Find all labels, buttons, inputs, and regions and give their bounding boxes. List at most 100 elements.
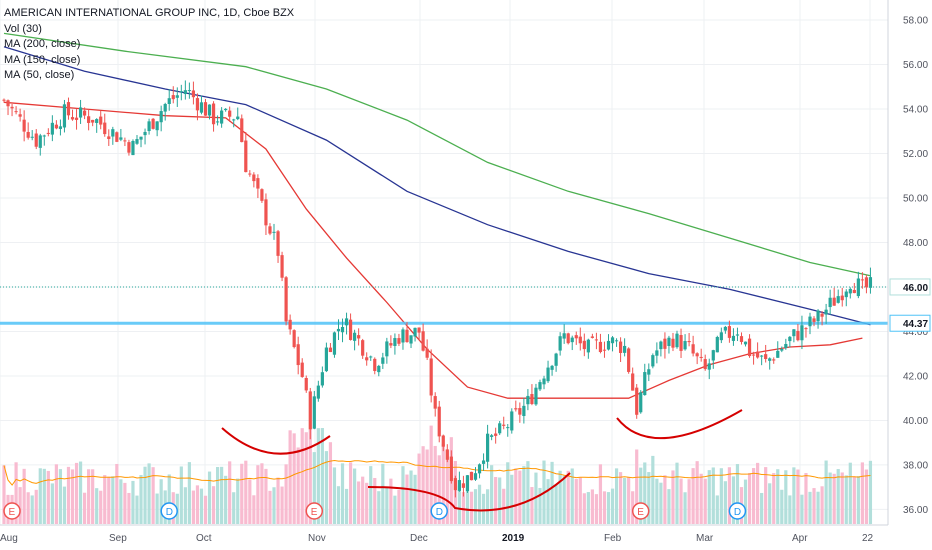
- volume-bar: [260, 463, 264, 524]
- volume-bar: [477, 484, 482, 524]
- candle: [405, 322, 409, 343]
- candle: [167, 89, 171, 111]
- indicator-ma50[interactable]: MA (50, close): [4, 69, 75, 81]
- candle: [437, 400, 441, 443]
- candle-body: [131, 141, 135, 156]
- volume-bar: [288, 430, 292, 524]
- candle-body: [703, 359, 707, 370]
- candle: [300, 358, 304, 378]
- candle-body: [280, 255, 284, 278]
- candle-body: [312, 396, 316, 429]
- volume-bar: [498, 477, 502, 524]
- candle-body: [50, 122, 54, 135]
- candle: [373, 357, 377, 375]
- event-marker[interactable]: E: [305, 502, 324, 520]
- candle: [320, 366, 324, 388]
- volume-bar: [99, 490, 103, 524]
- candle: [296, 336, 300, 375]
- candle-body: [74, 117, 79, 120]
- volume-bar: [707, 470, 711, 524]
- candle-body: [6, 100, 10, 107]
- candle: [6, 99, 10, 116]
- candle: [598, 333, 603, 354]
- candle-body: [191, 90, 196, 98]
- volume-bar: [70, 469, 75, 524]
- event-marker[interactable]: D: [160, 502, 178, 520]
- volume-bar: [357, 481, 361, 524]
- indicator-volume[interactable]: Vol (30): [4, 22, 42, 35]
- candle: [103, 113, 107, 137]
- candle: [308, 387, 312, 440]
- volume-bar: [324, 451, 328, 524]
- candle-body: [731, 335, 736, 341]
- candle-body: [610, 337, 615, 344]
- candle: [586, 338, 590, 359]
- candle: [288, 314, 292, 335]
- candle-body: [211, 103, 216, 125]
- candle: [671, 332, 675, 352]
- candle-body: [252, 174, 256, 182]
- volume-bar: [784, 470, 788, 524]
- candle: [195, 93, 200, 121]
- volume-bar: [473, 489, 478, 524]
- candle-body: [465, 475, 470, 492]
- candle-body: [574, 335, 578, 339]
- candle-body: [30, 136, 34, 138]
- candle: [18, 108, 22, 122]
- volume-bar: [820, 486, 824, 524]
- annotations: [221, 409, 743, 512]
- indicator-ma150[interactable]: MA (150, close): [4, 53, 81, 66]
- candle: [756, 342, 760, 359]
- candle-body: [739, 336, 744, 342]
- candle: [215, 115, 220, 126]
- candle-body: [42, 135, 46, 137]
- candle-body: [534, 387, 538, 405]
- candle: [324, 342, 328, 373]
- candle-body: [566, 333, 570, 344]
- candle: [659, 340, 663, 357]
- volume-bar: [445, 450, 449, 524]
- candle: [840, 287, 844, 307]
- candle-body: [812, 318, 816, 322]
- candle: [252, 172, 256, 188]
- candle-body: [183, 90, 187, 95]
- candle: [332, 331, 337, 358]
- candle-body: [594, 339, 599, 341]
- volume-bar: [38, 468, 42, 524]
- price-tick-label: 42.00: [903, 371, 928, 382]
- candle-body: [780, 349, 784, 351]
- candle-body: [494, 433, 498, 436]
- event-marker[interactable]: D: [728, 502, 747, 520]
- volume-bar: [22, 468, 26, 524]
- candle-body: [449, 456, 453, 482]
- candle: [179, 84, 183, 101]
- candle-body: [554, 353, 558, 366]
- candle-body: [111, 129, 115, 137]
- event-marker[interactable]: E: [3, 502, 21, 520]
- candle: [844, 289, 848, 307]
- candle-body: [147, 121, 151, 132]
- candle: [256, 174, 260, 199]
- volume-bar: [155, 493, 159, 524]
- candle-body: [445, 449, 449, 460]
- candle-body: [562, 333, 566, 339]
- candle: [445, 444, 449, 463]
- volume-bar: [276, 477, 280, 524]
- candle: [171, 86, 175, 104]
- time-tick-label: 22: [862, 533, 874, 544]
- volume-bar: [344, 488, 349, 524]
- candle-body: [421, 331, 425, 351]
- volume-bar: [228, 461, 232, 524]
- indicator-ma200[interactable]: MA (200, close): [4, 38, 81, 50]
- event-marker-label: D: [734, 507, 741, 518]
- event-marker[interactable]: E: [631, 502, 650, 520]
- candle-body: [381, 357, 385, 364]
- candle-body: [828, 297, 832, 308]
- candle-body: [353, 332, 357, 341]
- candle-body: [260, 189, 264, 201]
- event-marker[interactable]: D: [430, 502, 448, 520]
- candle-body: [506, 427, 510, 429]
- volume-bar: [328, 442, 333, 524]
- candle-body: [296, 344, 300, 366]
